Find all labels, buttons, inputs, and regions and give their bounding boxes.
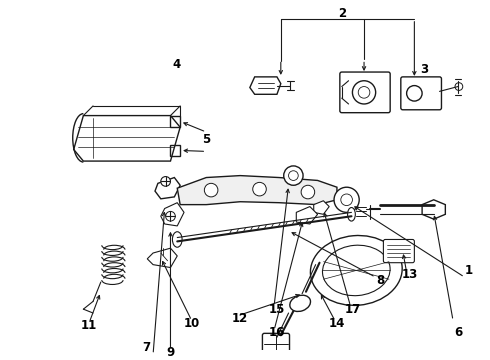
Text: 2: 2 [338, 6, 346, 19]
Ellipse shape [290, 295, 311, 311]
Polygon shape [250, 77, 281, 94]
Text: 13: 13 [401, 268, 417, 281]
Circle shape [455, 83, 463, 90]
Text: 12: 12 [232, 312, 248, 325]
FancyBboxPatch shape [263, 333, 290, 355]
Text: 7: 7 [142, 341, 150, 354]
Text: 11: 11 [81, 319, 98, 332]
Text: 5: 5 [202, 133, 210, 146]
Text: 9: 9 [166, 346, 174, 359]
Text: 6: 6 [454, 326, 462, 339]
Polygon shape [296, 207, 318, 224]
Ellipse shape [310, 235, 402, 305]
Polygon shape [74, 116, 180, 161]
Circle shape [166, 211, 175, 221]
Ellipse shape [172, 232, 182, 247]
Text: 10: 10 [184, 317, 200, 330]
Circle shape [407, 86, 422, 101]
Circle shape [204, 183, 218, 197]
Circle shape [161, 176, 171, 186]
Text: 4: 4 [172, 58, 180, 71]
Polygon shape [147, 248, 177, 267]
FancyBboxPatch shape [401, 77, 441, 110]
Polygon shape [422, 200, 445, 219]
Text: 1: 1 [465, 264, 473, 277]
Circle shape [352, 81, 376, 104]
Polygon shape [161, 203, 184, 226]
FancyBboxPatch shape [383, 239, 415, 263]
Text: 8: 8 [376, 274, 385, 287]
Text: 17: 17 [344, 303, 361, 316]
Text: 3: 3 [420, 63, 428, 76]
Circle shape [284, 166, 303, 185]
Ellipse shape [322, 245, 390, 296]
Polygon shape [177, 176, 337, 204]
Circle shape [301, 185, 315, 199]
Polygon shape [314, 201, 329, 214]
Text: 15: 15 [269, 303, 285, 316]
FancyBboxPatch shape [340, 72, 390, 113]
Text: 14: 14 [329, 317, 345, 330]
Polygon shape [155, 177, 180, 199]
Circle shape [253, 183, 266, 196]
Circle shape [334, 187, 359, 212]
Text: 16: 16 [269, 326, 285, 339]
Ellipse shape [347, 207, 355, 221]
